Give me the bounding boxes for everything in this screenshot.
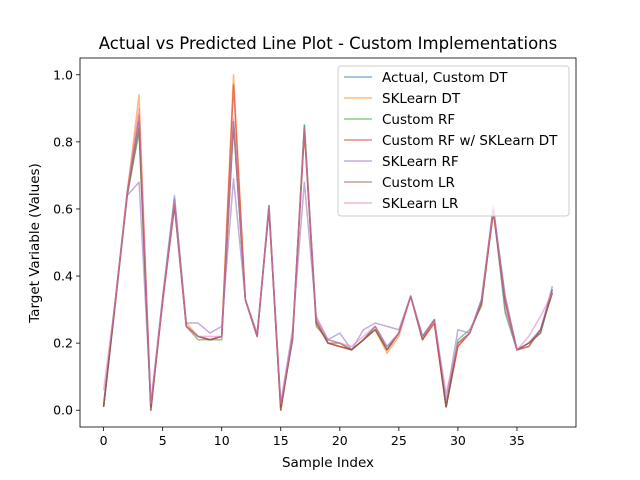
x-tick-label: 10 (214, 433, 230, 448)
legend-label: SKLearn RF (382, 154, 459, 170)
legend-label: SKLearn LR (382, 196, 458, 212)
x-tick-label: 0 (100, 433, 108, 448)
x-tick-label: 35 (509, 433, 525, 448)
legend-box (337, 65, 570, 217)
y-tick-label: 0.0 (53, 403, 73, 418)
x-tick-label: 30 (450, 433, 466, 448)
x-tick-label: 15 (273, 433, 289, 448)
series-line-6 (102, 107, 554, 405)
legend: Actual, Custom DT SKLearn DT Custom RF Cust… (337, 65, 570, 217)
axes-layer: 0 5 10 15 20 25 30 35 0.0 0.2 0.4 0.6 0.8 1.0 (53, 57, 577, 448)
x-tick-label: 25 (391, 433, 407, 448)
y-tick-label: 0.4 (53, 269, 73, 284)
y-tick-label: 0.2 (53, 336, 73, 351)
legend-label: Custom RF (382, 112, 455, 128)
x-axis-title: Sample Index (282, 455, 374, 471)
chart-title: Actual vs Predicted Line Plot - Custom I… (99, 34, 558, 53)
series-layer (102, 74, 554, 411)
y-tick-label: 0.6 (53, 201, 73, 216)
legend-label: Custom LR (382, 175, 455, 191)
x-tick-label: 20 (332, 433, 348, 448)
legend-label: SKLearn DT (382, 91, 461, 107)
y-tick-label: 0.8 (53, 134, 73, 149)
legend-label: Custom RF w/ SKLearn DT (382, 133, 558, 149)
legend-label: Actual, Custom DT (382, 70, 508, 86)
y-axis-title: Target Variable (Values) (27, 163, 43, 324)
plot-frame (79, 57, 577, 428)
y-tick-label: 1.0 (53, 67, 73, 82)
x-tick-label: 5 (159, 433, 167, 448)
